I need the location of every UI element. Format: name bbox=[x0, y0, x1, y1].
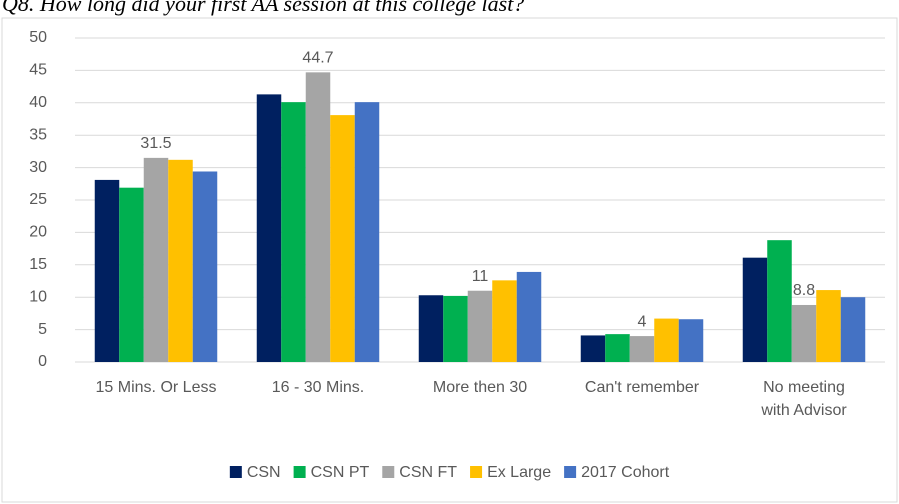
legend-label: Ex Large bbox=[487, 464, 551, 481]
legend: CSN CSN PT CSN FT Ex Large 2017 Cohort bbox=[229, 464, 670, 481]
data-label: 44.7 bbox=[302, 50, 333, 67]
y-tick-label: 50 bbox=[29, 29, 47, 46]
bar bbox=[742, 257, 768, 362]
bar bbox=[330, 115, 355, 362]
x-tick-label: Can't remember bbox=[585, 379, 700, 396]
bar bbox=[678, 319, 704, 362]
bar bbox=[418, 295, 444, 362]
bar bbox=[791, 304, 817, 362]
bar bbox=[143, 157, 169, 362]
bar bbox=[580, 335, 606, 362]
legend-label: 2017 Cohort bbox=[581, 464, 670, 481]
legend-swatch bbox=[470, 466, 483, 478]
bar bbox=[443, 295, 468, 362]
bar bbox=[654, 318, 679, 362]
legend-swatch bbox=[564, 466, 577, 478]
bar bbox=[119, 187, 144, 362]
legend-label: CSN FT bbox=[399, 464, 457, 481]
bar bbox=[94, 179, 120, 362]
bar bbox=[281, 102, 306, 362]
bar bbox=[467, 290, 493, 362]
legend-swatch bbox=[229, 466, 242, 478]
y-tick-label: 30 bbox=[29, 159, 47, 176]
bar bbox=[605, 334, 630, 362]
bar bbox=[354, 102, 380, 362]
y-tick-label: 0 bbox=[38, 353, 47, 370]
bar bbox=[168, 159, 193, 362]
y-tick-label: 5 bbox=[38, 321, 47, 338]
legend-swatch bbox=[293, 466, 306, 478]
chart-title: Q8. How long did your first AA session a… bbox=[2, 0, 524, 16]
x-tick-label: More then 30 bbox=[433, 379, 527, 396]
y-tick-label: 25 bbox=[29, 191, 47, 208]
bar bbox=[192, 171, 218, 362]
y-tick-label: 35 bbox=[29, 126, 47, 143]
legend-label: CSN PT bbox=[311, 464, 370, 481]
data-label: 31.5 bbox=[140, 135, 171, 152]
x-tick-label: 16 - 30 Mins. bbox=[272, 379, 364, 396]
x-tick-label: No meeting with Advisor bbox=[760, 379, 847, 419]
y-tick-label: 45 bbox=[29, 62, 47, 79]
bar bbox=[492, 280, 517, 362]
bar bbox=[816, 290, 841, 362]
x-tick-label: 15 Mins. Or Less bbox=[96, 379, 217, 396]
bar bbox=[767, 240, 792, 362]
data-label: 11 bbox=[472, 268, 489, 285]
bar bbox=[516, 271, 542, 362]
data-label: 8.8 bbox=[793, 282, 815, 299]
bar bbox=[305, 72, 331, 363]
bar bbox=[629, 336, 655, 362]
legend-swatch bbox=[382, 466, 395, 478]
y-tick-label: 40 bbox=[29, 94, 47, 111]
bar bbox=[840, 297, 866, 362]
data-label: 4 bbox=[638, 313, 647, 330]
legend-label: CSN bbox=[247, 464, 281, 481]
y-tick-label: 10 bbox=[29, 288, 47, 305]
y-tick-label: 20 bbox=[29, 224, 47, 241]
bar bbox=[256, 94, 282, 362]
y-tick-label: 15 bbox=[29, 256, 47, 273]
